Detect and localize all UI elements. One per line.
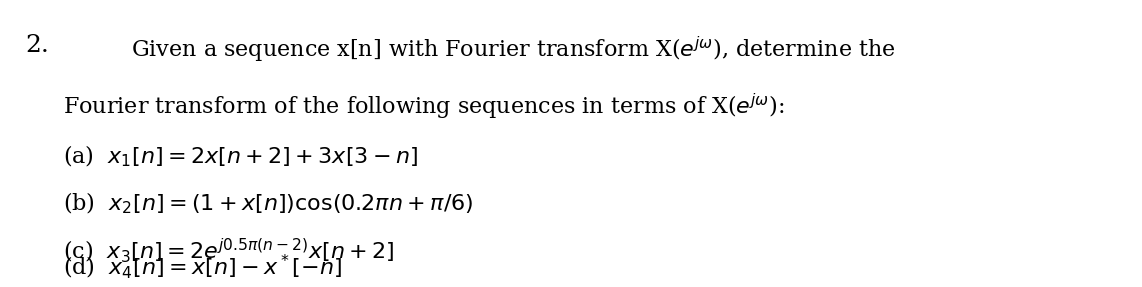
Text: (c)  $x_3[n] = 2e^{j0.5\pi(n-2)}x[n+2]$: (c) $x_3[n] = 2e^{j0.5\pi(n-2)}x[n+2]$	[63, 237, 394, 265]
Text: Fourier transform of the following sequences in terms of X($e^{j\omega}$):: Fourier transform of the following seque…	[63, 92, 785, 122]
Text: (b)  $x_2[n] = (1 + x[n])\cos(0.2\pi n + \pi/6)$: (b) $x_2[n] = (1 + x[n])\cos(0.2\pi n + …	[63, 191, 473, 216]
Text: Given a sequence x[n] with Fourier transform X($e^{j\omega}$), determine the: Given a sequence x[n] with Fourier trans…	[131, 34, 895, 65]
Text: (d)  $x_4[n] = x[n] - x^*[-n]$: (d) $x_4[n] = x[n] - x^*[-n]$	[63, 253, 341, 281]
Text: 2.: 2.	[25, 34, 49, 57]
Text: (a)  $x_1[n] = 2x[n+2] + 3x[3-n]$: (a) $x_1[n] = 2x[n+2] + 3x[3-n]$	[63, 144, 418, 169]
